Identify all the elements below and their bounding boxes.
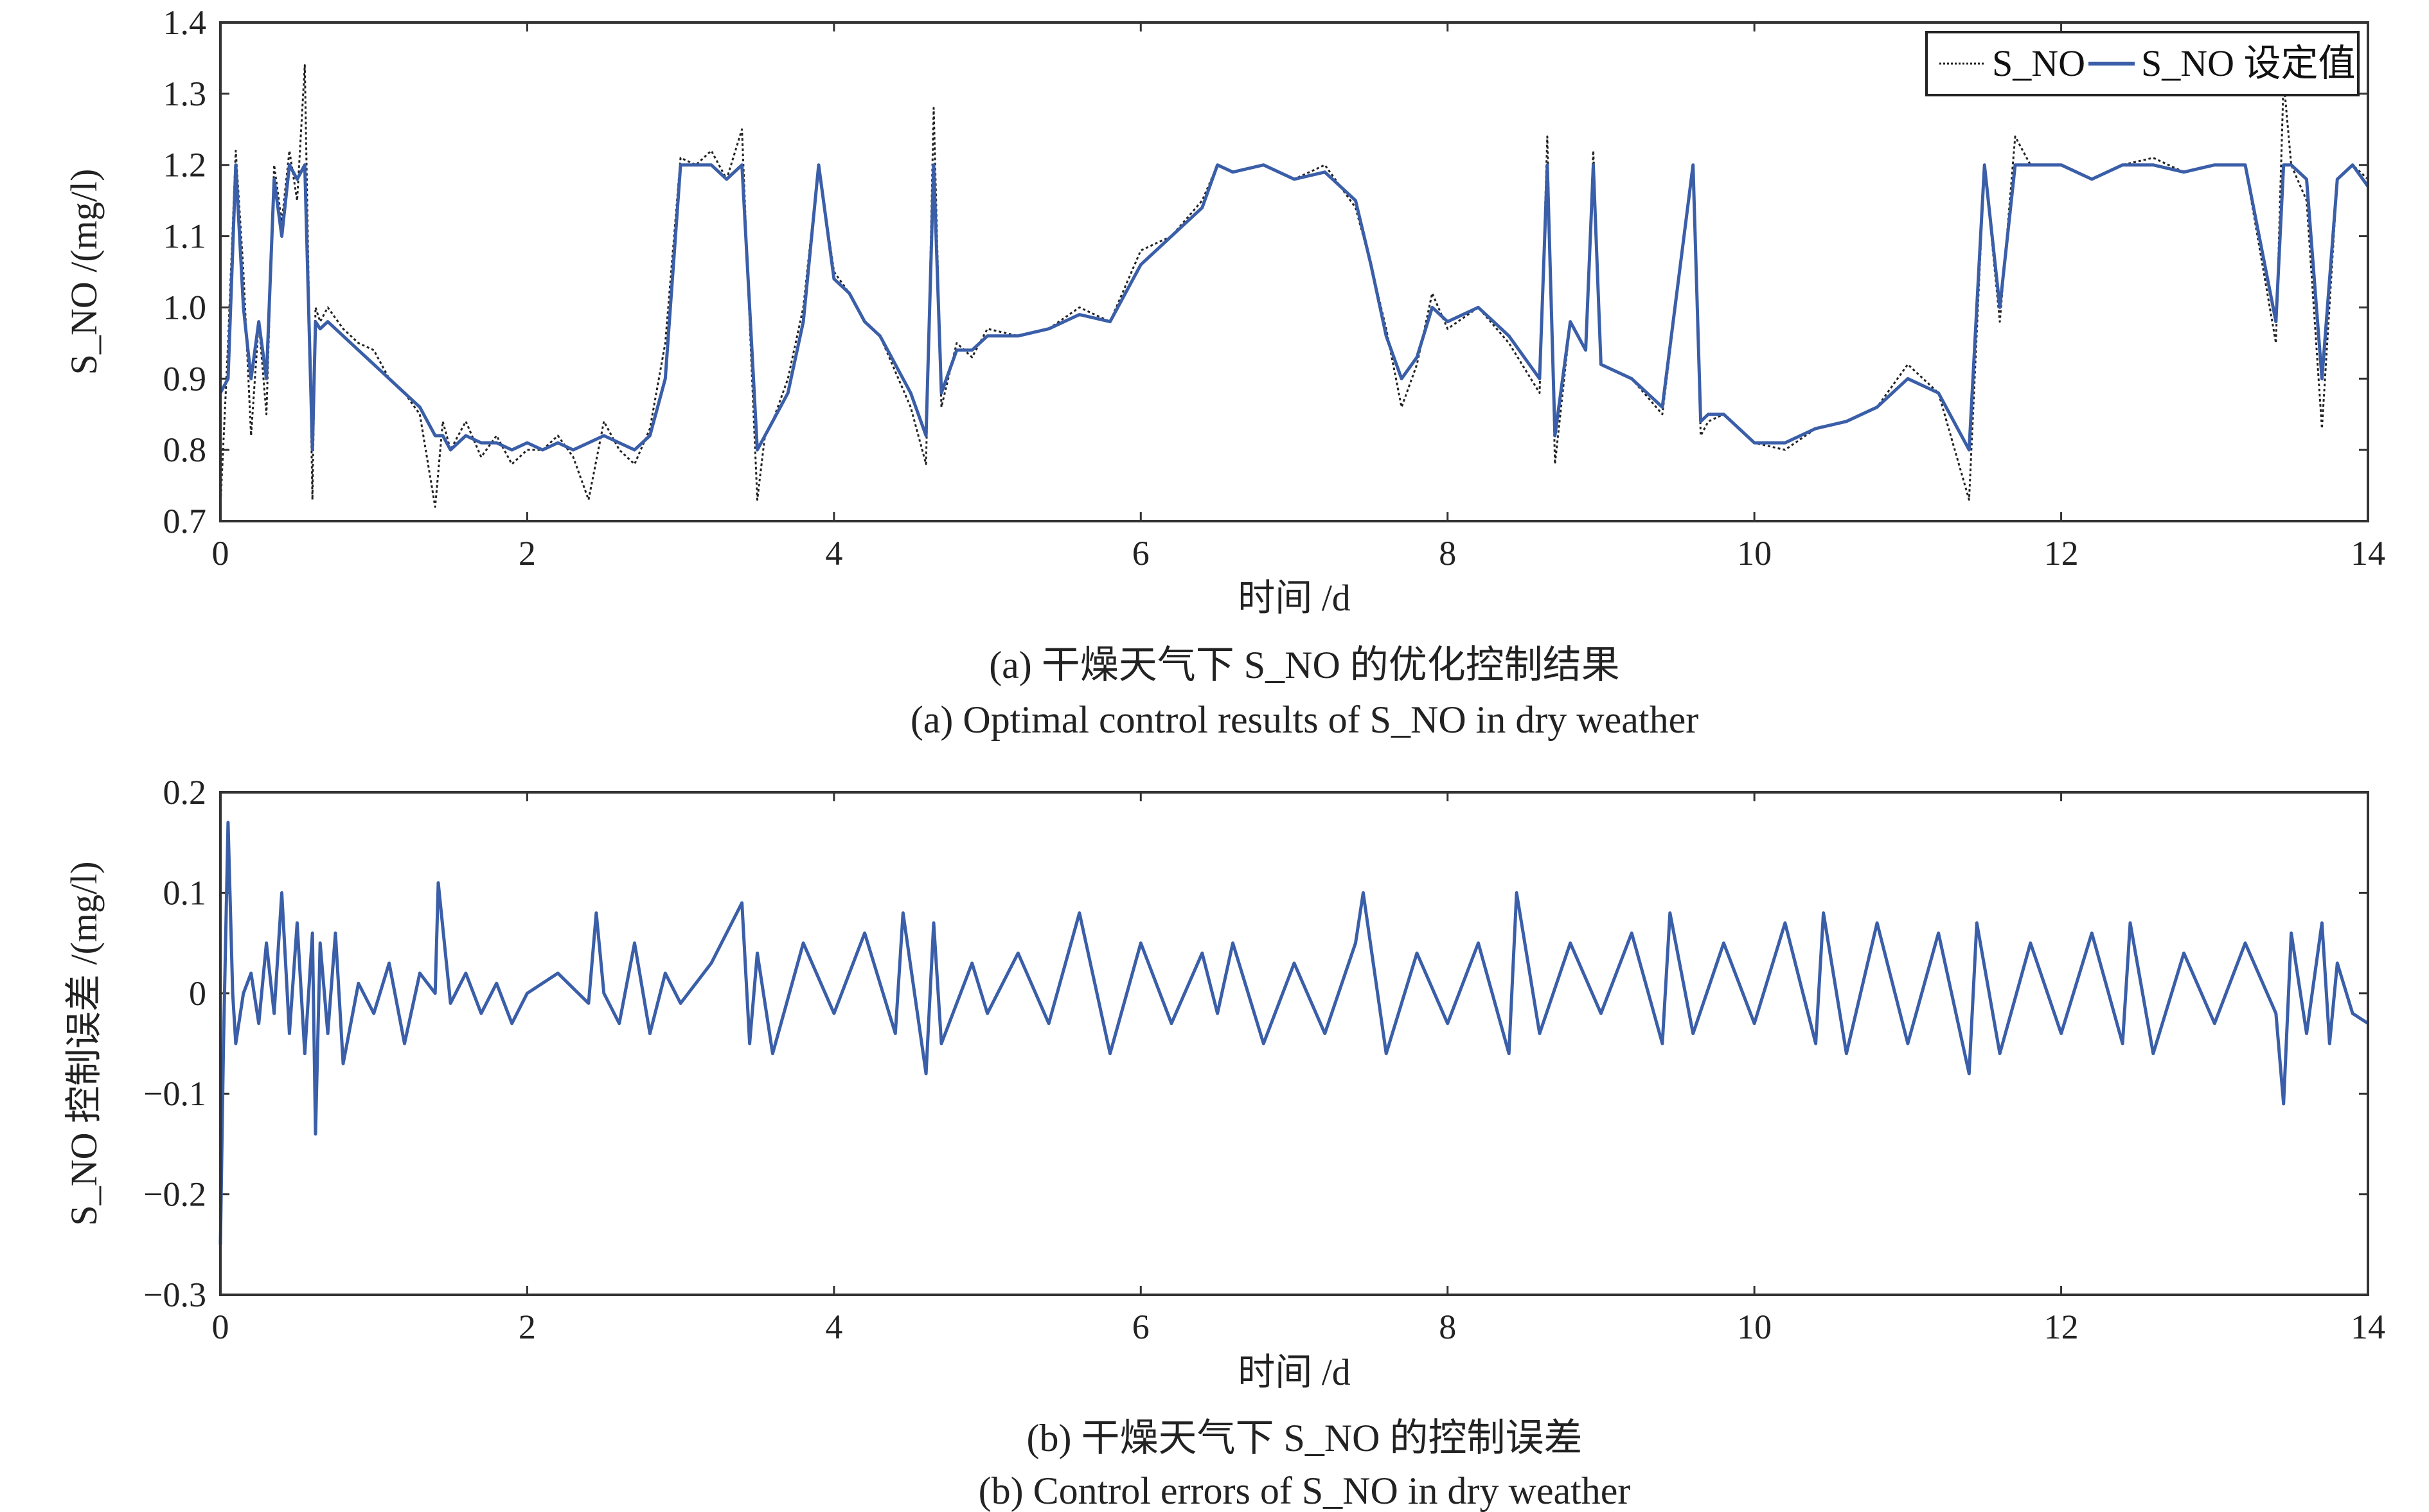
panel-a-axes-frame bbox=[219, 21, 2369, 522]
panel-b-xtick-label: 0 bbox=[212, 1308, 229, 1346]
panel-a-xlabel: 时间 /d bbox=[1238, 577, 1351, 619]
panel-b-ticks: 0 2 4 6 8 10 12 14 −0.3 −0.2 −0.1 0 0.1 0.2 bbox=[143, 773, 2385, 1346]
panel-a-legend-label-setpoint: S_NO 设定值 bbox=[2141, 42, 2356, 84]
panel-b-caption-cn: (b) 干燥天气下 S_NO 的控制误差 bbox=[1027, 1417, 1583, 1459]
panel-a-ticks: 0 2 4 6 8 10 12 14 0.7 0.8 0.9 1.0 1.1 1.2 1.3 1.4 bbox=[163, 3, 2386, 573]
panel-a-ytick-label: 1.3 bbox=[163, 75, 207, 113]
panel-a-xtick-label: 2 bbox=[519, 534, 536, 573]
panel-b-ytick-label: 0.2 bbox=[163, 773, 207, 812]
panel-a-xtick-label: 12 bbox=[2044, 534, 2079, 573]
panel-a-legend-box bbox=[1925, 31, 2360, 96]
panel-a-ytick-label: 1.0 bbox=[163, 288, 207, 326]
panel-a-legend: S_NO S_NO 设定值 bbox=[1925, 31, 2360, 96]
panel-a-ytick-label: 1.2 bbox=[163, 146, 207, 184]
panel-b-xtick-label: 10 bbox=[1737, 1308, 1772, 1346]
panel-b-ylabel: S_NO 控制误差 /(mg/l) bbox=[63, 861, 105, 1225]
panel-a-xtick-label: 14 bbox=[2351, 534, 2385, 573]
panel-a-xtick-label: 8 bbox=[1439, 534, 1456, 573]
panel-b-xtick-label: 6 bbox=[1132, 1308, 1150, 1346]
panel-a-xtick-label: 10 bbox=[1737, 534, 1772, 573]
panel-b-ytick-label: −0.1 bbox=[143, 1074, 206, 1113]
panel-a-ytick-label: 0.8 bbox=[163, 431, 207, 469]
panel-a-ytick-label: 1.1 bbox=[163, 217, 207, 256]
panel-a: 0 2 4 6 8 10 12 14 0.7 0.8 0.9 1.0 1.1 1.2 1.3 1.4 时间 /… bbox=[63, 3, 2385, 741]
panel-a-xtick-label: 0 bbox=[212, 534, 229, 573]
panel-b-ytick-label: 0.1 bbox=[163, 873, 207, 912]
panel-a-series-sno bbox=[219, 64, 2369, 508]
panel-a-caption-cn: (a) 干燥天气下 S_NO 的优化控制结果 bbox=[989, 644, 1620, 686]
panel-b-ytick-label: −0.2 bbox=[143, 1175, 206, 1214]
panel-b-xtick-label: 8 bbox=[1439, 1308, 1456, 1346]
panel-a-caption-en: (a) Optimal control results of S_NO in d… bbox=[911, 698, 1698, 741]
panel-b-ytick-label: −0.3 bbox=[143, 1276, 206, 1314]
panel-a-line-setpoint bbox=[218, 163, 2370, 452]
panel-b-xtick-label: 2 bbox=[519, 1308, 536, 1346]
panel-a-xtick-label: 4 bbox=[825, 534, 842, 573]
panel-b-ytick-label: 0 bbox=[189, 974, 206, 1013]
panel-a-ytick-label: 1.4 bbox=[163, 3, 207, 42]
panel-a-ylabel: S_NO /(mg/l) bbox=[63, 169, 105, 375]
panel-a-ytick-label: 0.9 bbox=[163, 359, 207, 398]
panel-b-xlabel: 时间 /d bbox=[1238, 1351, 1351, 1393]
panel-a-xtick-label: 6 bbox=[1132, 534, 1150, 573]
panel-a-legend-label-sno: S_NO bbox=[1992, 42, 2085, 84]
panel-a-ytick-label: 0.7 bbox=[163, 502, 207, 540]
panel-b: 0 2 4 6 8 10 12 14 −0.3 −0.2 −0.1 0 0.1 0.2 时间 /d S_N… bbox=[63, 773, 2385, 1512]
panel-a-series-setpoint bbox=[218, 163, 2370, 452]
panel-a-line-sno bbox=[219, 64, 2369, 508]
panel-b-series-error bbox=[218, 821, 2369, 1245]
panel-b-axes-frame bbox=[219, 791, 2369, 1296]
panel-b-xtick-label: 12 bbox=[2044, 1308, 2079, 1346]
panel-b-line-error bbox=[218, 821, 2369, 1245]
panel-b-xtick-label: 14 bbox=[2351, 1308, 2385, 1346]
panel-b-caption-en: (b) Control errors of S_NO in dry weathe… bbox=[979, 1470, 1631, 1512]
panel-b-xtick-label: 4 bbox=[825, 1308, 842, 1346]
